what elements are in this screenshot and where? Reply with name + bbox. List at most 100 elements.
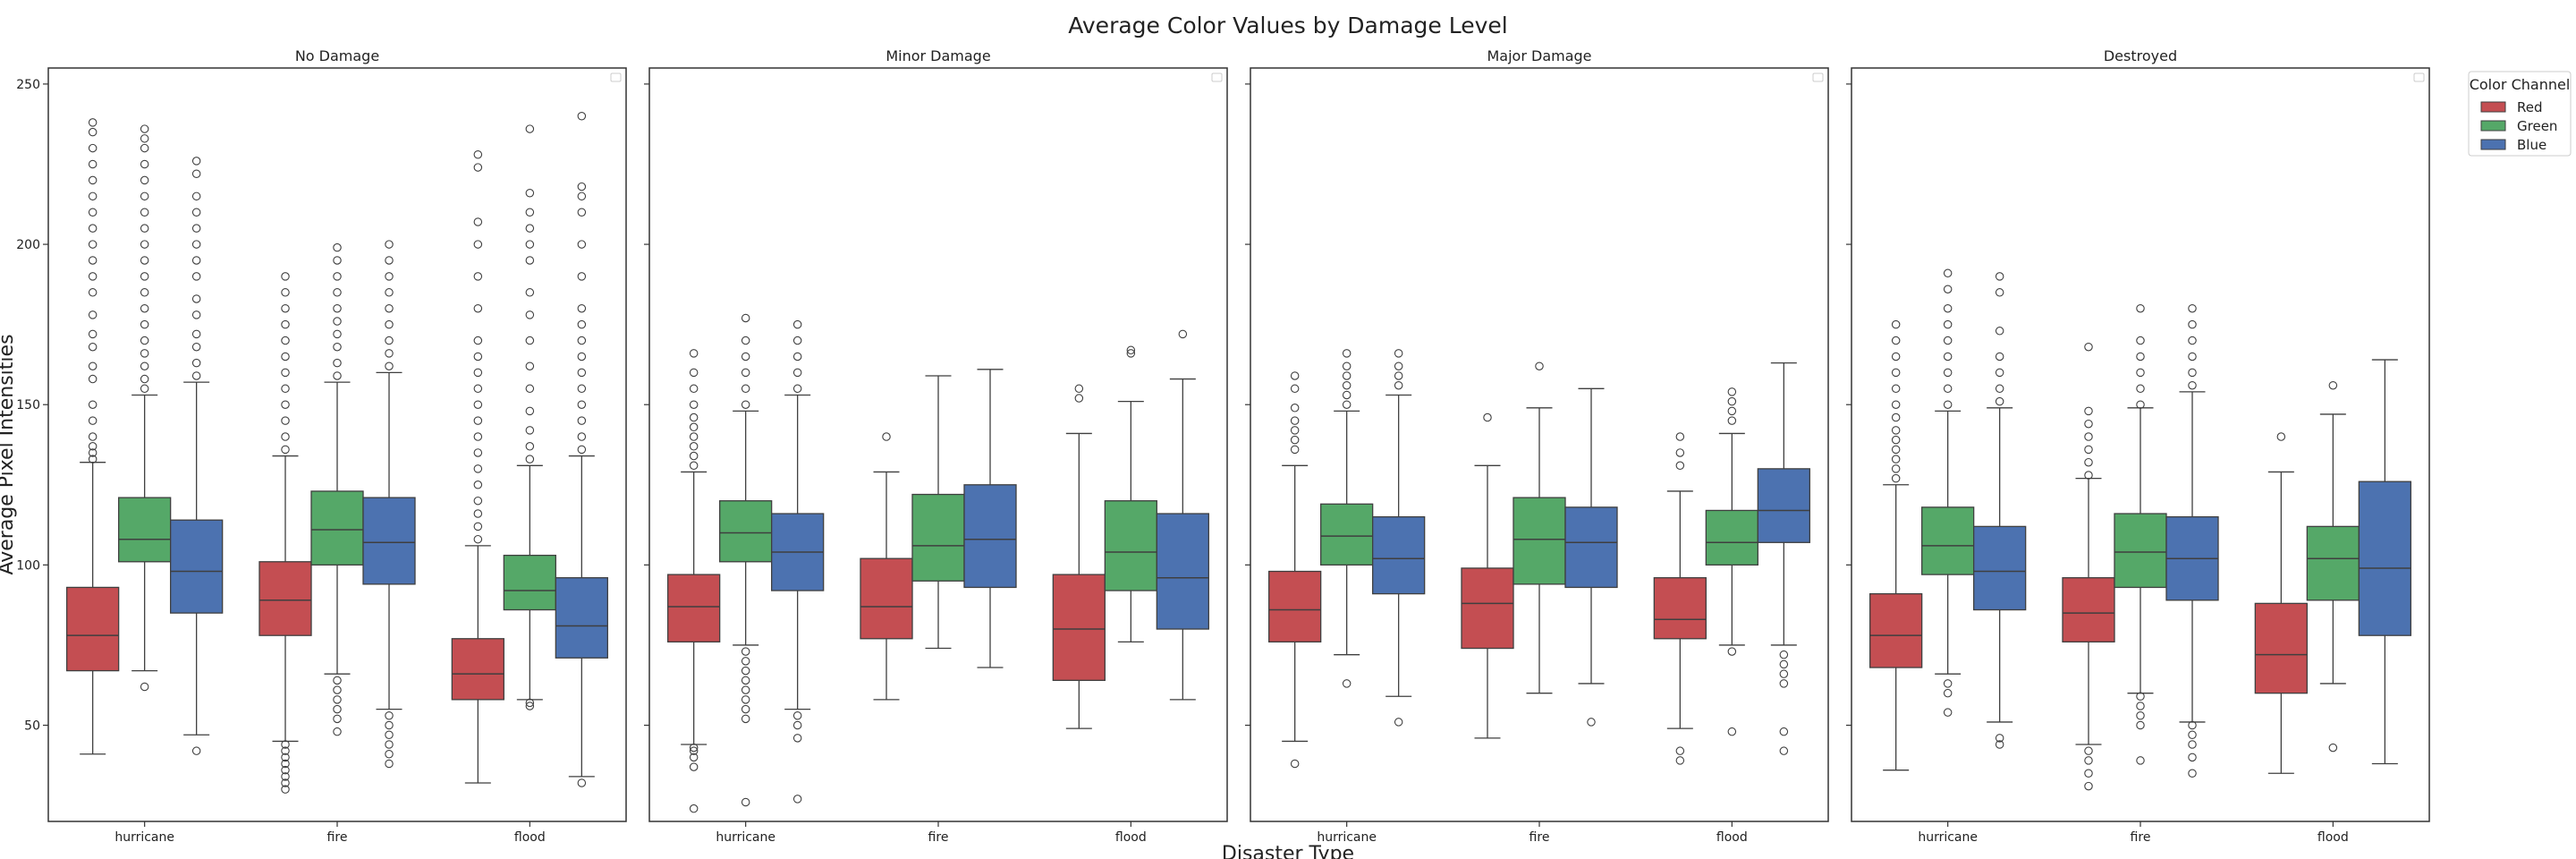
outlier-point bbox=[525, 702, 535, 710]
box-iqr bbox=[719, 500, 773, 563]
outlier-point bbox=[741, 352, 750, 361]
outlier-point bbox=[1891, 473, 1901, 483]
outlier-point bbox=[1995, 327, 2004, 336]
box-hurricane-red bbox=[1268, 371, 1322, 769]
outlier-point bbox=[1995, 740, 2004, 749]
outlier-point bbox=[191, 746, 201, 755]
outlier-point bbox=[88, 310, 97, 319]
outlier-point bbox=[281, 772, 290, 781]
outlier-point bbox=[473, 464, 483, 473]
outlier-point bbox=[191, 342, 201, 352]
outlier-point bbox=[741, 685, 750, 694]
outlier-point bbox=[689, 442, 699, 451]
box-fire-green bbox=[310, 242, 364, 736]
outlier-point bbox=[88, 191, 97, 201]
box-iqr bbox=[2306, 525, 2360, 601]
outlier-point bbox=[741, 657, 750, 666]
x-tick-label: fire bbox=[1530, 830, 1550, 845]
outlier-point bbox=[2276, 432, 2286, 441]
outlier-point bbox=[1891, 368, 1901, 378]
box-iqr bbox=[963, 484, 1017, 589]
outlier-point bbox=[1342, 400, 1352, 409]
outlier-point bbox=[741, 336, 750, 345]
outlier-point bbox=[191, 169, 201, 178]
x-tick-label: flood bbox=[2318, 830, 2349, 845]
panel-title: Destroyed bbox=[2104, 47, 2177, 64]
panel-destroyed: Destroyed hurricane fire flood bbox=[1846, 47, 2430, 845]
outlier-point bbox=[140, 256, 149, 265]
outlier-point bbox=[741, 647, 750, 656]
outlier-point bbox=[281, 384, 290, 394]
box-flood-red bbox=[1052, 384, 1106, 729]
outlier-point bbox=[473, 432, 483, 441]
outlier-point bbox=[1178, 329, 1188, 339]
outlier-point bbox=[1290, 426, 1300, 435]
outlier-point bbox=[140, 349, 149, 358]
outlier-point bbox=[281, 746, 290, 755]
outlier-point bbox=[88, 175, 97, 185]
chart-title: Average Color Values by Damage Level bbox=[1068, 13, 1508, 38]
outlier-point bbox=[1891, 400, 1901, 409]
outlier-point bbox=[2084, 746, 2093, 755]
outlier-point bbox=[191, 329, 201, 339]
box-flood-red bbox=[1653, 432, 1707, 765]
outlier-point bbox=[689, 422, 699, 432]
panel-title: Minor Damage bbox=[886, 47, 990, 64]
outlier-point bbox=[741, 313, 750, 323]
outlier-point bbox=[88, 400, 97, 409]
outlier-point bbox=[741, 704, 750, 714]
outlier-point bbox=[281, 352, 290, 361]
outlier-point bbox=[525, 124, 535, 133]
outlier-point bbox=[88, 118, 97, 127]
box-fire-blue bbox=[963, 369, 1017, 668]
outlier-point bbox=[281, 319, 290, 329]
outlier-point bbox=[2188, 740, 2197, 749]
outlier-point bbox=[1943, 319, 1953, 329]
outlier-point bbox=[1943, 384, 1953, 394]
outlier-point bbox=[385, 711, 394, 720]
box-flood-red bbox=[451, 149, 504, 784]
outlier-point bbox=[88, 143, 97, 153]
outlier-point bbox=[385, 319, 394, 329]
outlier-point bbox=[1943, 688, 1953, 698]
outlier-point bbox=[140, 124, 149, 133]
outlier-point bbox=[525, 442, 535, 451]
panel-minor-damage: Minor Damage hurricane fire flood bbox=[644, 47, 1228, 845]
outlier-point bbox=[473, 368, 483, 378]
outlier-point bbox=[473, 240, 483, 249]
outlier-point bbox=[140, 682, 149, 692]
box-iqr bbox=[555, 577, 608, 659]
outlier-point bbox=[191, 310, 201, 319]
outlier-point bbox=[2136, 692, 2145, 702]
outlier-point bbox=[1290, 384, 1300, 394]
outlier-point bbox=[1290, 404, 1300, 412]
outlier-point bbox=[385, 740, 394, 749]
outlier-point bbox=[2084, 471, 2093, 480]
outlier-point bbox=[191, 224, 201, 233]
outlier-point bbox=[1891, 412, 1901, 422]
outlier-point bbox=[333, 714, 342, 724]
outlier-point bbox=[333, 329, 342, 339]
outlier-point bbox=[525, 698, 535, 708]
outlier-point bbox=[1727, 406, 1737, 416]
box-iqr bbox=[66, 586, 120, 672]
outlier-point bbox=[1779, 669, 1789, 678]
outlier-point bbox=[577, 445, 587, 455]
outlier-point bbox=[525, 455, 535, 464]
outlier-point bbox=[473, 163, 483, 172]
y-tick-label: 150 bbox=[16, 398, 40, 412]
box-iqr bbox=[170, 519, 224, 614]
outlier-point bbox=[1943, 679, 1953, 688]
x-tick-label: hurricane bbox=[1317, 830, 1377, 845]
outlier-point bbox=[689, 368, 699, 378]
outlier-point bbox=[473, 384, 483, 394]
outlier-point bbox=[2136, 352, 2145, 361]
outlier-point bbox=[140, 175, 149, 185]
outlier-point bbox=[689, 743, 699, 753]
outlier-point bbox=[792, 336, 802, 345]
outlier-point bbox=[2188, 753, 2197, 762]
outlier-point bbox=[1126, 349, 1136, 358]
outlier-point bbox=[473, 272, 483, 281]
outlier-point bbox=[88, 342, 97, 352]
x-tick-label: fire bbox=[327, 830, 348, 845]
